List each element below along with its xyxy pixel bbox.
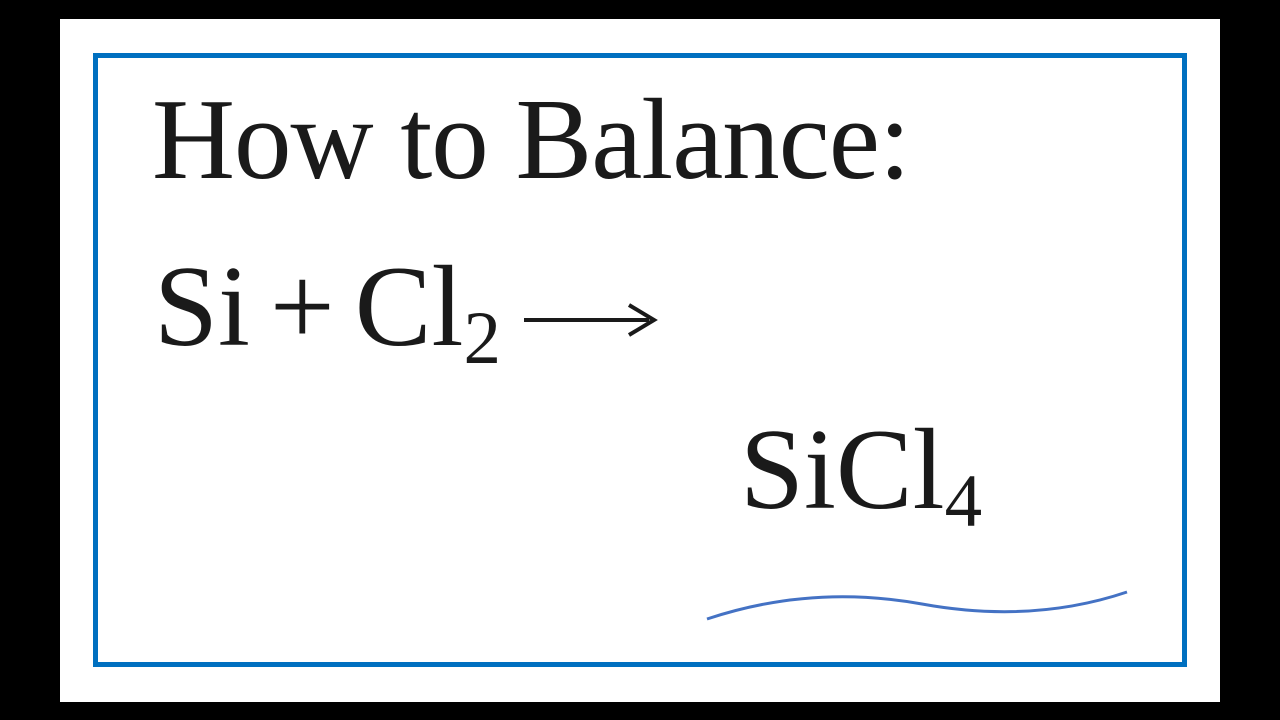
reactant-chlorine-base: Cl bbox=[355, 249, 464, 364]
page-background: How to Balance: Si + Cl 2 SiCl 4 bbox=[60, 19, 1220, 702]
product-subscript: 4 bbox=[945, 464, 983, 539]
slide-title: How to Balance: bbox=[152, 82, 1142, 197]
underline-swoosh-icon bbox=[702, 574, 1132, 634]
reactant-silicon: Si bbox=[154, 249, 250, 364]
reaction-arrow-icon bbox=[519, 249, 669, 364]
product-base: SiCl bbox=[740, 412, 945, 527]
reactant-chlorine-subscript: 2 bbox=[463, 301, 501, 376]
plus-symbol: + bbox=[270, 249, 335, 364]
equation-product: SiCl 4 bbox=[740, 412, 1142, 527]
equation-reactants: Si + Cl 2 bbox=[154, 249, 1142, 364]
content-frame: How to Balance: Si + Cl 2 SiCl 4 bbox=[93, 53, 1187, 667]
